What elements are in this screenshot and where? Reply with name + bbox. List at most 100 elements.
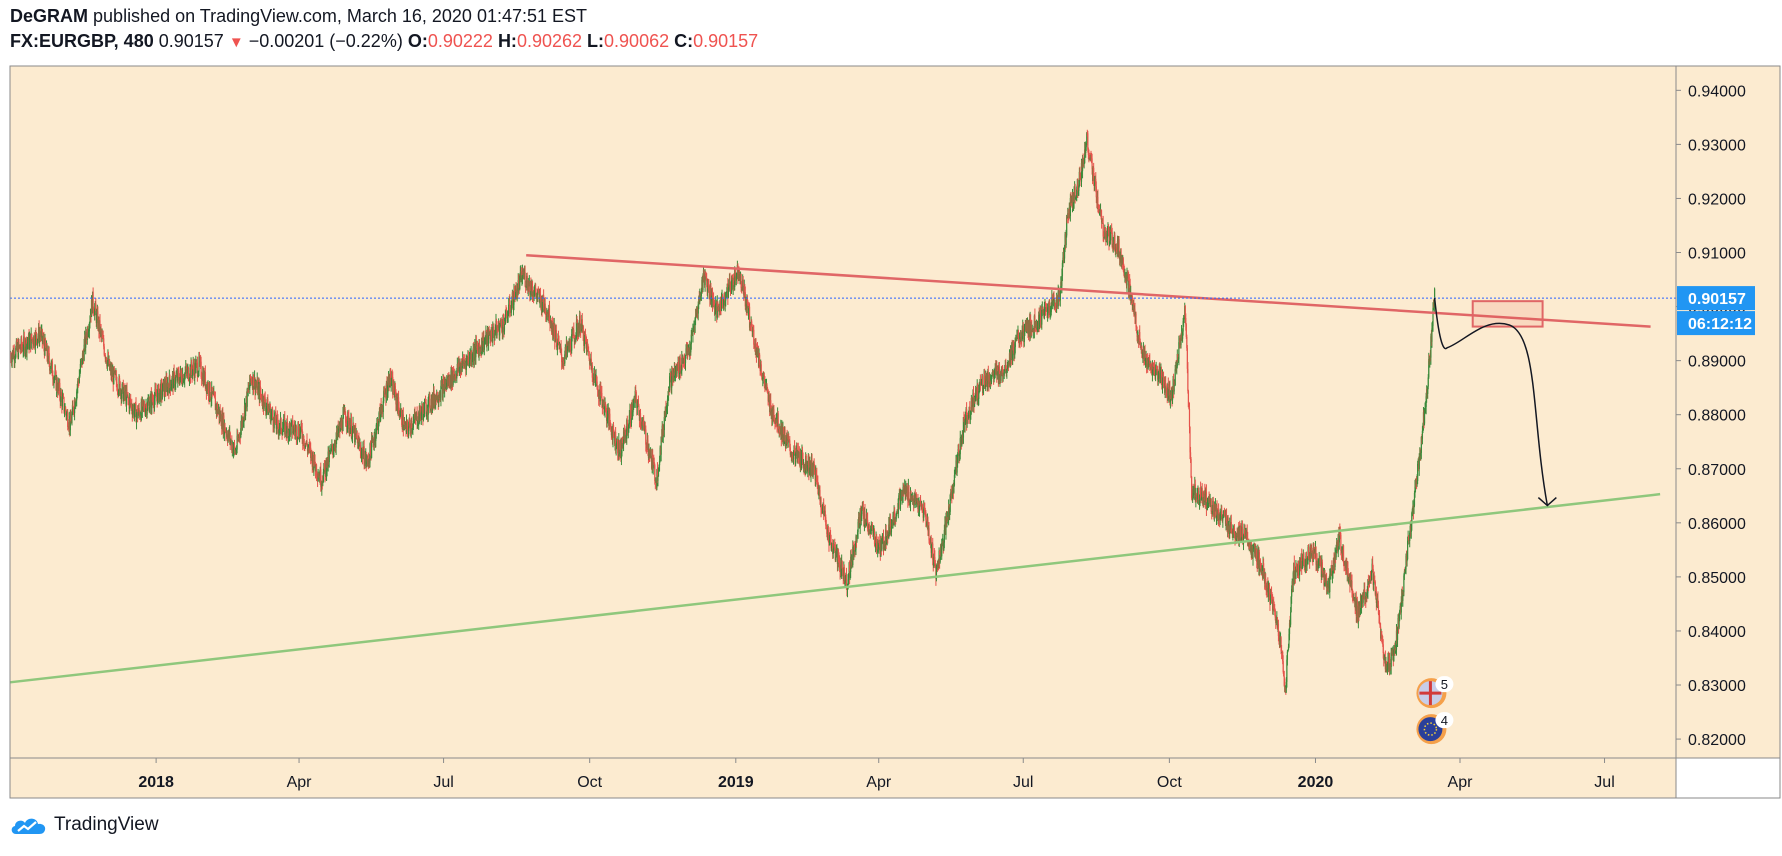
candle-body [526, 275, 528, 287]
candle-body [546, 313, 548, 317]
candle-body [265, 408, 267, 412]
candle-body [255, 385, 257, 387]
candle-body [895, 513, 897, 520]
candle-body [312, 455, 314, 471]
candle-body [621, 438, 624, 445]
candle-body [419, 405, 421, 414]
candle-body [505, 309, 508, 317]
candle-body [1144, 359, 1147, 362]
candle-body [667, 389, 670, 396]
candle-body [852, 546, 854, 566]
candle-body [198, 356, 200, 372]
candle-body [124, 386, 126, 396]
candle-body [994, 372, 996, 374]
candle-body [334, 447, 337, 449]
candle-body [1240, 538, 1242, 542]
candle-body [1280, 637, 1282, 652]
candle-body [275, 413, 277, 425]
candle-body [430, 408, 432, 410]
candle-body [600, 391, 602, 394]
candle-body [657, 476, 659, 481]
candle-body [95, 303, 97, 311]
candle-body [1223, 512, 1225, 518]
candle-body [380, 405, 382, 410]
candle-body [882, 536, 885, 549]
candle-body [879, 540, 881, 547]
candle-body [1085, 147, 1087, 153]
candle-body [129, 398, 131, 401]
candle-body [364, 458, 366, 467]
candle-body [1205, 491, 1208, 509]
candle-body [1160, 370, 1163, 385]
candle-body [1067, 213, 1069, 217]
candle-body [524, 272, 526, 286]
candle-body [177, 370, 179, 381]
time-axis[interactable] [10, 758, 1676, 798]
candle-body [496, 327, 498, 336]
candle-body [967, 416, 969, 418]
candle-body [237, 438, 239, 441]
candle-body [786, 434, 788, 443]
candle-body [828, 533, 831, 546]
candle-body [727, 288, 729, 298]
candle-body [1308, 547, 1310, 555]
candle-body [696, 311, 698, 314]
candle-body [865, 519, 867, 526]
candle-body [387, 382, 389, 393]
plot-area[interactable] [10, 66, 1676, 758]
close-label: C: [674, 31, 694, 51]
candle-body [634, 391, 636, 403]
candle-body [1097, 196, 1099, 208]
candle-body [1059, 290, 1061, 301]
candle-body [1230, 522, 1232, 532]
candle-body [464, 361, 466, 364]
candle-body [591, 365, 593, 378]
candle-body [416, 412, 418, 425]
candle-body [603, 410, 606, 414]
candle-body [121, 392, 123, 399]
candle-body [270, 413, 273, 415]
candle-body [190, 362, 193, 371]
candle-body [1311, 550, 1313, 558]
candle-body [167, 383, 169, 387]
candle-body [1188, 407, 1190, 410]
candle-body [625, 432, 627, 434]
candle-body [172, 371, 175, 389]
candle-body [1284, 687, 1286, 692]
candle-body [763, 375, 765, 382]
candle-body [290, 423, 292, 435]
symbol-label: FX:EURGBP, 480 [10, 31, 154, 51]
candle-body [487, 329, 490, 344]
candle-body [160, 382, 163, 384]
candle-body [1014, 347, 1016, 356]
candle-body [162, 382, 164, 392]
candle-body [154, 388, 157, 391]
candle-body [169, 375, 171, 384]
candle-body [296, 438, 298, 440]
candle-body [628, 415, 630, 425]
candle-body [14, 357, 16, 359]
candle-body [674, 371, 677, 376]
candle-body [1128, 280, 1130, 295]
candle-body [93, 308, 95, 313]
candle-body [23, 336, 25, 341]
candle-body [749, 323, 751, 328]
candle-body [462, 358, 464, 366]
candle-body [1190, 459, 1192, 477]
candle-body [773, 419, 776, 422]
author-name[interactable]: DeGRAM [10, 6, 89, 26]
candle-body [369, 443, 372, 451]
candle-body [885, 529, 887, 544]
candle-body [808, 471, 810, 474]
candle-body [429, 394, 431, 409]
price-axis[interactable] [1676, 66, 1780, 758]
candle-body [766, 388, 769, 390]
candle-body [502, 318, 504, 333]
candle-body [594, 379, 597, 381]
candle-body [217, 411, 219, 414]
candle-body [475, 341, 477, 347]
candle-body [623, 430, 625, 433]
candle-body [1073, 192, 1075, 203]
candle-body [390, 382, 392, 385]
